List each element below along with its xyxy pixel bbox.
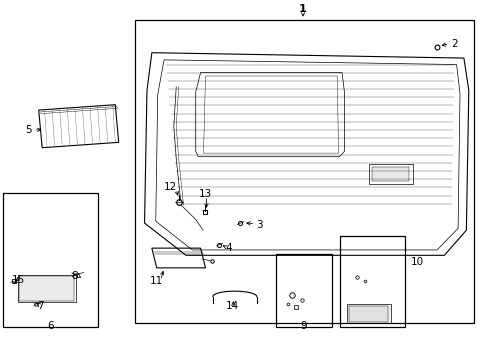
Bar [371, 167, 408, 181]
Text: 13: 13 [199, 189, 212, 199]
Text: 10: 10 [410, 257, 423, 267]
Bar [276, 253, 331, 327]
Bar [339, 235, 405, 327]
Text: 5: 5 [25, 125, 32, 135]
Text: 1: 1 [299, 4, 306, 14]
Text: 3: 3 [255, 220, 262, 230]
Bar [368, 164, 412, 184]
Bar [18, 275, 76, 302]
Bar [19, 276, 74, 301]
Text: 14: 14 [225, 301, 239, 311]
Text: 4: 4 [224, 243, 231, 253]
Text: 12: 12 [163, 182, 177, 192]
Bar [348, 306, 387, 321]
Bar [3, 193, 98, 327]
Text: 15: 15 [12, 275, 25, 285]
Text: 9: 9 [300, 321, 306, 331]
Text: 8: 8 [71, 271, 78, 281]
Bar [135, 21, 473, 323]
Text: 6: 6 [47, 321, 54, 331]
Text: 11: 11 [150, 276, 163, 286]
Bar [346, 304, 390, 323]
Text: 7: 7 [37, 301, 44, 311]
Text: 2: 2 [450, 39, 457, 49]
